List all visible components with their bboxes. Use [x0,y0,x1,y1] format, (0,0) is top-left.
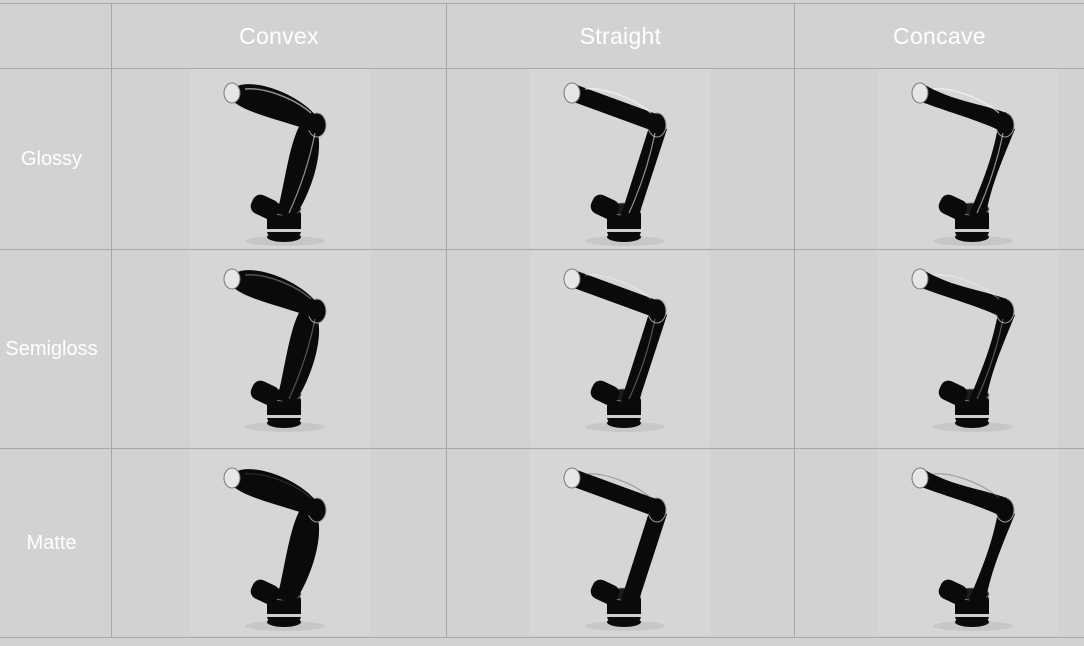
row-label-semigloss: Semigloss [5,337,98,360]
grid-line [0,3,1084,4]
column-header-convex: Convex [239,22,319,49]
row-label-glossy: Glossy [20,147,83,170]
grid-line [0,637,1084,638]
grid-line [794,3,795,638]
column-header-concave: Concave [893,22,986,49]
column-header-straight: Straight [579,22,662,49]
robot-arm-straight-glossy [530,69,710,248]
row-label-matte: Matte [26,531,77,554]
grid-line [111,3,112,638]
robot-arm-convex-matte [190,450,370,636]
robot-arm-straight-matte [530,450,710,636]
robot-arm-convex-semigloss [190,251,370,447]
robot-arm-concave-semigloss [878,251,1058,447]
grid-line [0,448,1084,449]
robot-arm-convex-glossy [190,69,370,248]
robot-arm-concave-matte [878,450,1058,636]
grid-line [446,3,447,638]
grid-line [0,249,1084,250]
robot-arm-straight-semigloss [530,251,710,447]
grid-line [0,68,1084,69]
robot-arm-concave-glossy [878,69,1058,248]
